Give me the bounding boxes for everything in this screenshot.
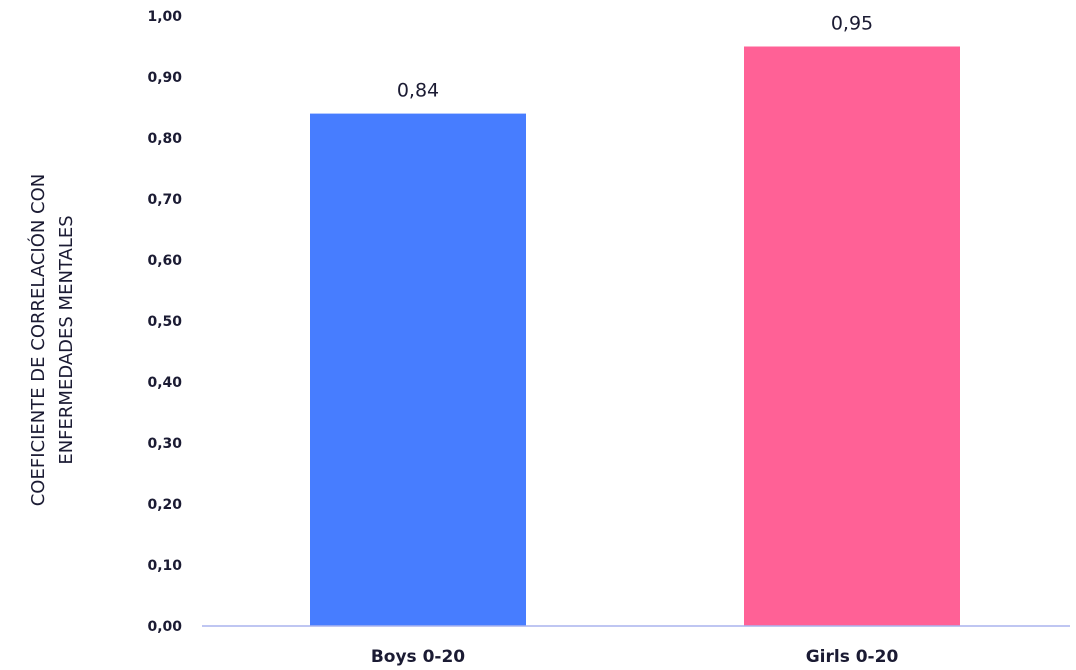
y-tick-label: 0,90 [147, 70, 182, 86]
y-tick-label: 0,50 [147, 314, 182, 330]
data-label: 0,84 [397, 80, 439, 102]
y-tick-label: 0,20 [147, 497, 182, 513]
bars [310, 47, 960, 627]
y-tick-label: 1,00 [147, 9, 182, 25]
y-tick-label: 0,10 [147, 558, 182, 574]
y-axis-title-line-1: COEFICIENTE DE CORRELACIÓN CON [27, 174, 49, 507]
y-tick-label: 0,40 [147, 375, 182, 391]
y-axis-tick-labels: 0,00 0,10 0,20 0,30 0,40 0,50 0,60 0,70 0,80 0,90… [147, 9, 182, 635]
bar-girls-0-20 [744, 47, 960, 627]
y-axis-title: COEFICIENTE DE CORRELACIÓN CON ENFERMEDA… [27, 174, 77, 507]
data-label: 0,95 [831, 13, 873, 35]
bar-boys-0-20 [310, 114, 526, 626]
x-axis-category-labels: Boys 0-20 Girls 0-20 [371, 647, 899, 667]
x-category-label: Girls 0-20 [806, 647, 899, 667]
y-tick-label: 0,00 [147, 619, 182, 635]
x-category-label: Boys 0-20 [371, 647, 465, 667]
y-axis-title-line-2: ENFERMEDADES MENTALES [56, 215, 77, 464]
y-tick-label: 0,60 [147, 253, 182, 269]
y-tick-label: 0,80 [147, 131, 182, 147]
y-tick-label: 0,70 [147, 192, 182, 208]
y-tick-label: 0,30 [147, 436, 182, 452]
